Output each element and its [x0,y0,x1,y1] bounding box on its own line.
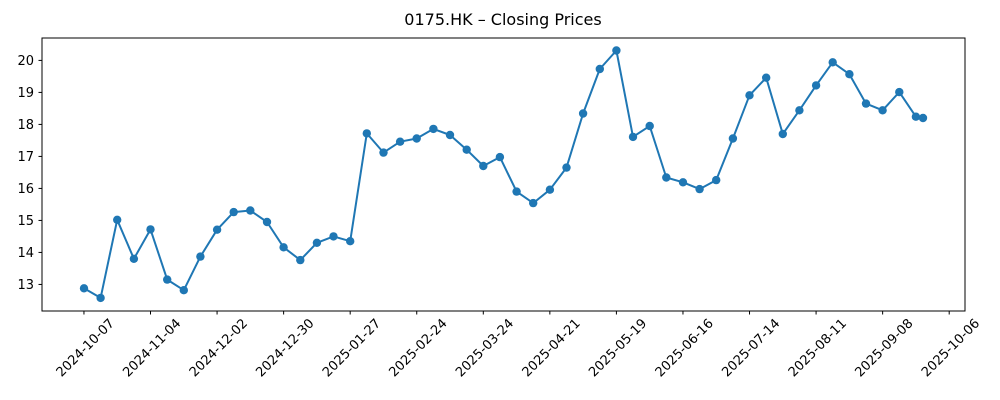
data-point-marker [662,173,671,182]
data-point-marker [562,163,571,172]
data-point-marker [229,207,238,217]
data-point-marker [479,161,488,171]
data-point-marker [695,184,704,194]
data-point-marker [429,124,438,134]
data-point-marker [196,252,205,261]
data-point-marker [296,255,305,265]
data-point-marker [279,243,288,252]
data-point-marker [845,70,854,79]
x-axis-tick-label: 2025-03-24 [453,316,517,380]
data-point-marker [861,99,871,108]
data-point-marker [79,284,89,293]
x-axis-tick-label: 2025-02-24 [387,316,451,380]
x-axis-tick-label: 2024-12-30 [253,316,317,380]
data-point-marker [163,275,172,284]
x-axis-tick-label: 2025-09-08 [852,316,916,380]
data-point-marker [113,215,122,224]
data-point-marker [262,217,272,227]
data-point-marker [828,58,837,67]
data-point-marker [612,46,621,55]
x-axis-tick-label: 2025-10-06 [919,316,983,380]
y-axis-tick-label: 16 [17,182,34,197]
chart-title: 0175.HK – Closing Prices [404,10,601,29]
data-point-marker [129,254,139,263]
y-axis-tick-label: 20 [17,54,34,69]
data-point-marker [795,106,804,115]
data-point-marker [529,198,538,208]
y-axis-tick-label: 13 [17,278,34,293]
data-point-marker [712,175,721,185]
data-point-marker [545,185,555,194]
x-axis-tick-label: 2024-10-07 [54,316,118,380]
data-point-marker [346,237,355,246]
data-point-marker [212,225,222,234]
data-point-marker [495,152,505,162]
y-axis-tick-label: 17 [17,150,34,165]
data-point-marker [895,87,904,97]
y-axis-tick-label: 19 [17,86,34,101]
data-point-marker [745,91,754,100]
data-point-marker [462,145,471,154]
y-axis-tick-label: 14 [17,246,34,261]
data-point-marker [878,106,887,115]
data-point-marker [512,187,521,196]
x-axis-tick-label: 2025-04-21 [520,316,584,380]
x-axis-tick-label: 2025-01-27 [320,316,384,380]
data-point-marker [762,73,771,82]
price-line-series [83,49,924,299]
data-point-marker [179,286,188,295]
data-point-marker [918,113,928,123]
data-point-marker [96,293,105,303]
x-axis-tick-label: 2025-05-19 [586,316,650,380]
data-point-marker [578,109,588,118]
data-point-marker [329,232,338,241]
data-point-marker [395,137,405,146]
data-point-marker [595,64,604,74]
data-point-marker [678,178,688,187]
data-point-marker [379,148,388,157]
y-axis-tick-label: 15 [17,214,34,229]
x-axis-tick-label: 2025-08-11 [786,316,850,380]
x-axis-tick-label: 2025-06-16 [653,316,717,380]
data-point-marker [312,238,322,247]
data-point-marker [728,134,738,143]
data-point-marker [246,206,255,215]
data-point-marker [412,134,421,143]
x-axis-tick-label: 2024-11-04 [120,316,184,380]
data-point-marker [362,129,371,138]
data-point-marker [811,81,821,90]
x-axis-tick-label: 2024-12-02 [187,316,251,380]
y-axis-tick-label: 18 [17,118,34,133]
x-axis-tick-label: 2025-07-14 [719,316,783,380]
data-point-marker [911,112,921,121]
data-point-marker [628,132,638,142]
plot-border [41,37,966,312]
data-point-marker [645,121,654,131]
data-point-marker [146,225,155,234]
data-point-marker [445,130,455,140]
data-point-marker [778,129,787,139]
